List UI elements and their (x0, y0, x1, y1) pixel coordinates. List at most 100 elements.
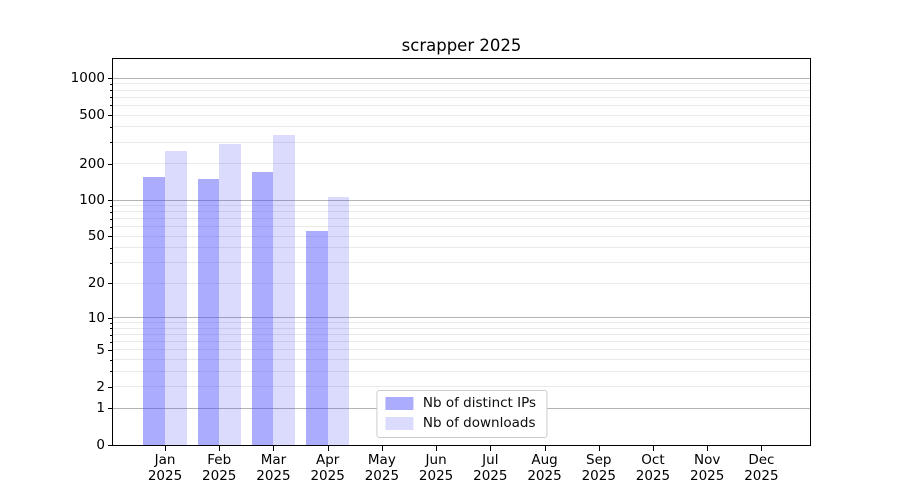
x-tick-year: 2025 (581, 468, 616, 484)
bar-downloads-apr (327, 196, 350, 445)
minor-gridline (113, 247, 810, 249)
chart-title: scrapper 2025 (401, 36, 522, 55)
downloads-swatch-icon (384, 417, 413, 430)
x-tick-month: Jul (482, 452, 499, 468)
minor-gridline (113, 370, 810, 372)
x-tick-year: 2025 (310, 468, 345, 484)
x-tick-mark (381, 446, 383, 451)
minor-gridline (113, 218, 810, 220)
bar-distinct-ips-feb (197, 179, 220, 445)
y-tick-label: 1 (96, 400, 105, 417)
minor-gridline (113, 211, 810, 213)
minor-gridline (113, 226, 810, 228)
x-tick-year: 2025 (147, 468, 183, 484)
x-tick-label: Apr 2025 (300, 452, 356, 484)
y-tick-label: 5 (96, 341, 105, 358)
minor-gridline (113, 262, 810, 264)
x-tick-label: Nov 2025 (679, 452, 735, 484)
y-tick-label: 100 (79, 192, 105, 209)
y-tick-label: 200 (79, 155, 105, 172)
legend: Nb of distinct IPs Nb of downloads (375, 390, 548, 438)
x-tick-mark (707, 446, 709, 451)
x-tick-month: Jun (425, 452, 447, 468)
minor-gridline (113, 359, 810, 361)
bar-distinct-ips-apr (305, 231, 328, 445)
minor-gridline (113, 322, 810, 324)
x-tick-month: May (367, 452, 396, 468)
legend-item-downloads: Nb of downloads (384, 415, 536, 431)
y-tick-label: 50 (87, 228, 105, 245)
x-tick-label: Oct 2025 (625, 452, 681, 484)
minor-gridline (113, 386, 810, 388)
major-gridline (113, 199, 810, 201)
legend-item-distinct-ips: Nb of distinct IPs (384, 395, 537, 411)
y-tick-label: 20 (87, 275, 105, 292)
bar-downloads-feb (219, 143, 241, 445)
x-tick-mark (761, 446, 763, 451)
x-tick-year: 2025 (473, 468, 508, 484)
minor-gridline (113, 126, 810, 128)
y-tick-label: 1000 (70, 70, 105, 87)
x-tick-month: Feb (207, 452, 232, 468)
x-tick-mark (490, 446, 492, 451)
x-tick-mark (273, 446, 275, 451)
y-tick-label: 10 (87, 309, 105, 326)
gridlines-layer (113, 59, 810, 445)
minor-gridline (113, 235, 810, 237)
x-tick-month: Mar (260, 452, 287, 468)
minor-gridline (113, 141, 810, 143)
minor-gridline (113, 96, 810, 98)
x-tick-year: 2025 (256, 468, 291, 484)
x-tick-label: Jun 2025 (408, 452, 464, 484)
x-tick-label: Jan 2025 (137, 452, 193, 484)
plot-area: Nb of distinct IPs Nb of downloads (112, 58, 811, 446)
minor-gridline (113, 349, 810, 351)
x-tick-month: Sep (586, 452, 612, 468)
x-tick-label: Sep 2025 (571, 452, 627, 484)
bar-downloads-jan (165, 151, 187, 445)
minor-gridline (113, 327, 810, 329)
x-tick-year: 2025 (527, 468, 562, 484)
x-tick-month: Aug (531, 452, 558, 468)
x-tick-year: 2025 (202, 468, 237, 484)
minor-gridline (113, 334, 810, 336)
minor-gridline (113, 282, 810, 284)
bars-layer (113, 59, 810, 445)
x-tick-year: 2025 (690, 468, 725, 484)
minor-gridline (113, 83, 810, 85)
x-tick-year: 2025 (364, 468, 400, 484)
bar-downloads-mar (273, 135, 296, 445)
x-tick-label: Dec 2025 (733, 452, 789, 484)
x-tick-month: Dec (748, 452, 775, 468)
bar-distinct-ips-jan (143, 177, 165, 445)
y-tick-label: 2 (96, 378, 105, 395)
x-tick-label: May 2025 (354, 452, 410, 484)
x-tick-mark (219, 446, 221, 451)
legend-label-downloads: Nb of downloads (422, 415, 536, 431)
minor-gridline (113, 341, 810, 343)
x-tick-label: Feb 2025 (191, 452, 247, 484)
x-tick-label: Mar 2025 (245, 452, 301, 484)
x-tick-month: Nov (694, 452, 721, 468)
minor-gridline (113, 104, 810, 106)
major-gridline (113, 77, 810, 79)
major-gridline (113, 317, 810, 319)
x-tick-mark (598, 446, 600, 451)
distinct-ips-swatch-icon (384, 397, 413, 410)
x-tick-mark (544, 446, 546, 451)
x-tick-mark (327, 446, 329, 451)
x-tick-mark (436, 446, 438, 451)
legend-label-distinct-ips: Nb of distinct IPs (422, 395, 537, 411)
minor-gridline (113, 114, 810, 116)
x-tick-label: Jul 2025 (462, 452, 518, 484)
bar-distinct-ips-mar (251, 171, 274, 445)
x-tick-month: Apr (315, 452, 340, 468)
x-tick-year: 2025 (635, 468, 671, 484)
x-tick-mark (165, 446, 166, 451)
y-tick-label: 500 (79, 107, 105, 124)
minor-gridline (113, 205, 810, 207)
x-tick-year: 2025 (418, 468, 454, 484)
x-tick-year: 2025 (744, 468, 779, 484)
minor-gridline (113, 163, 810, 165)
